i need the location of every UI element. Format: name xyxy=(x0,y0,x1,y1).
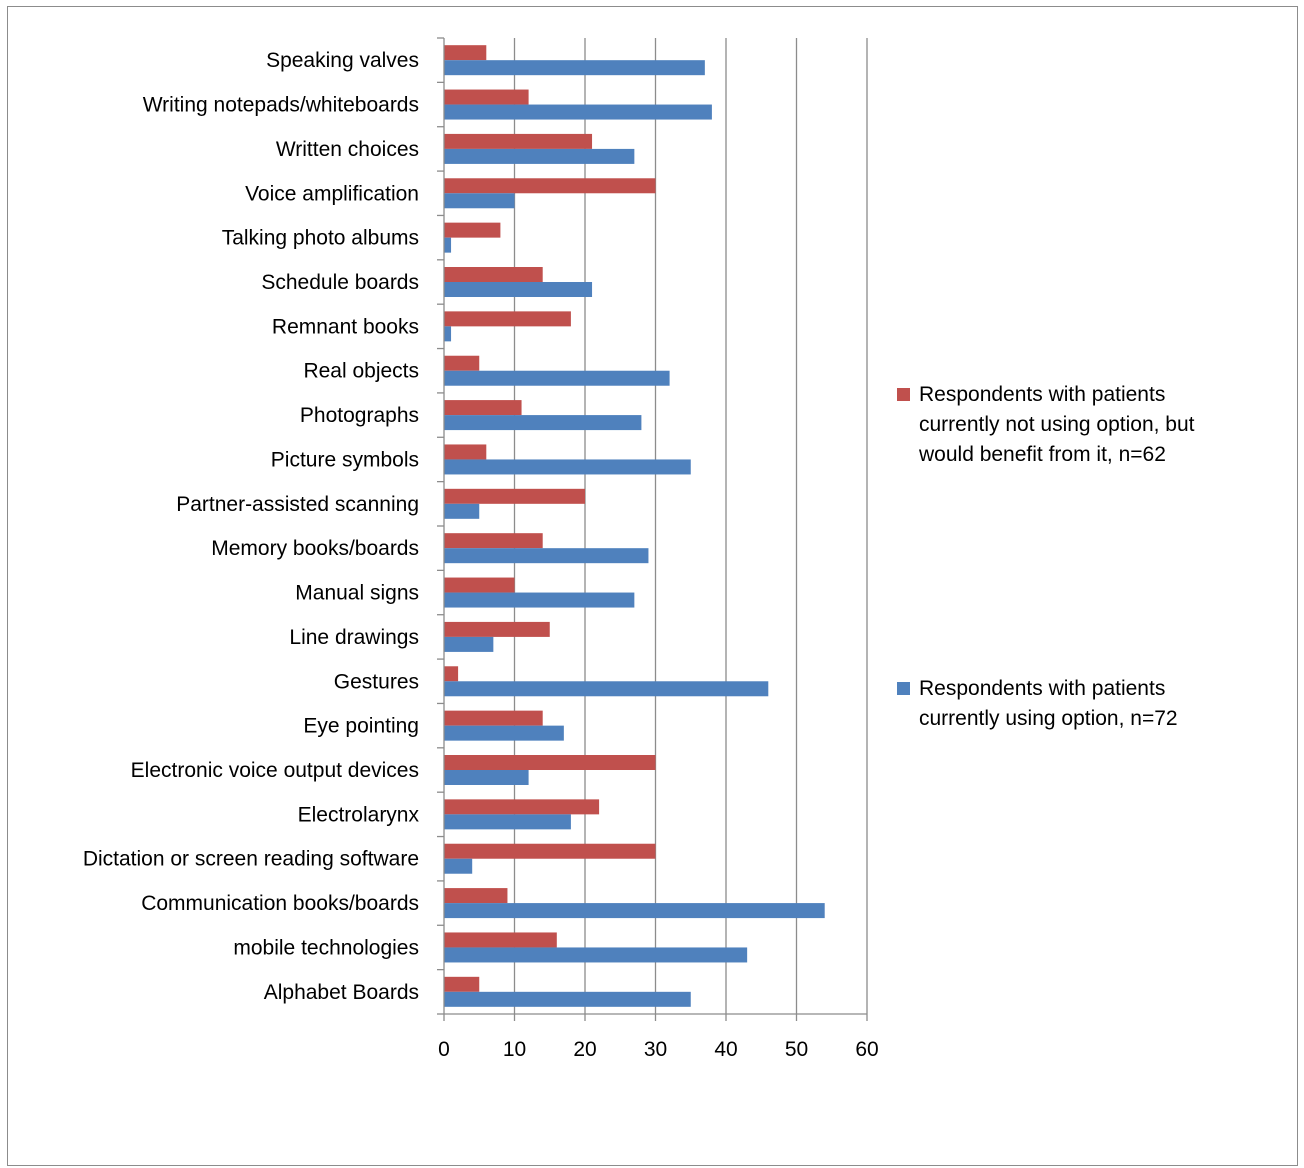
bar-electronic-voice-output-devices-using xyxy=(444,770,529,785)
category-label-remnant-books: Remnant books xyxy=(272,315,419,338)
x-tick-label-60: 60 xyxy=(855,1038,878,1061)
bar-photographs-not-using xyxy=(444,400,522,416)
chart-frame xyxy=(7,6,1298,1166)
bars xyxy=(444,45,825,1007)
bar-written-choices-not-using xyxy=(444,133,593,149)
bar-real-objects-not-using xyxy=(444,355,480,371)
bar-schedule-boards-not-using xyxy=(444,267,543,282)
axes xyxy=(437,37,868,1021)
category-label-speaking-valves: Speaking valves xyxy=(266,49,419,72)
bar-manual-signs-not-using xyxy=(444,577,515,593)
category-label-photographs: Photographs xyxy=(300,404,419,427)
bar-gestures-using xyxy=(444,681,769,697)
bar-manual-signs-using xyxy=(444,592,635,608)
x-tick-label-30: 30 xyxy=(644,1038,667,1061)
legend-label-using: Respondents with patients currently usin… xyxy=(919,677,1178,730)
bar-memory-books-boards-using xyxy=(444,548,649,564)
bar-speaking-valves-using xyxy=(444,60,705,76)
category-label-schedule-boards: Schedule boards xyxy=(261,271,419,294)
bar-talking-photo-albums-not-using xyxy=(444,222,501,238)
bar-voice-amplification-using xyxy=(444,193,515,209)
legend-item-using: Respondents with patients currently usin… xyxy=(897,674,1249,734)
bar-voice-amplification-not-using xyxy=(444,178,656,194)
category-label-dictation-or-screen-reading-software: Dictation or screen reading software xyxy=(83,848,419,871)
bar-eye-pointing-not-using xyxy=(444,710,543,726)
bar-remnant-books-not-using xyxy=(444,311,571,327)
bar-writing-notepads-whiteboards-not-using xyxy=(444,89,529,105)
bar-photographs-using xyxy=(444,415,642,431)
bar-partner-assisted-scanning-using xyxy=(444,503,480,519)
x-tick-label-20: 20 xyxy=(573,1038,596,1061)
x-tick-label-10: 10 xyxy=(503,1038,526,1061)
legend-label-not-using: Respondents with patients currently not … xyxy=(919,383,1195,466)
bar-line-drawings-using xyxy=(444,636,494,652)
bar-communication-books-boards-using xyxy=(444,903,825,919)
category-label-gestures: Gestures xyxy=(334,670,419,693)
bar-real-objects-using xyxy=(444,370,670,386)
bar-written-choices-using xyxy=(444,148,635,164)
category-label-line-drawings: Line drawings xyxy=(289,626,419,649)
x-tick-label-0: 0 xyxy=(438,1038,450,1061)
bar-dictation-or-screen-reading-software-not-using xyxy=(444,843,656,859)
bar-alphabet-boards-using xyxy=(444,991,691,1007)
x-tick-labels: 0 10 20 30 40 50 60 xyxy=(438,1038,879,1061)
category-label-alphabet-boards: Alphabet Boards xyxy=(264,981,419,1004)
bar-mobile-technologies-using xyxy=(444,947,748,963)
category-label-voice-amplification: Voice amplification xyxy=(245,182,419,205)
category-label-communication-books-boards: Communication books/boards xyxy=(141,892,419,915)
legend-swatch-using xyxy=(897,682,910,695)
bar-schedule-boards-using xyxy=(444,282,593,297)
x-tick-label-50: 50 xyxy=(785,1038,808,1061)
bar-remnant-books-using xyxy=(444,326,452,342)
legend-item-not-using: Respondents with patients currently not … xyxy=(897,380,1249,470)
category-label-manual-signs: Manual signs xyxy=(295,582,419,605)
x-tick-label-40: 40 xyxy=(714,1038,737,1061)
bar-mobile-technologies-not-using xyxy=(444,932,557,948)
bar-speaking-valves-not-using xyxy=(444,45,487,61)
category-label-picture-symbols: Picture symbols xyxy=(271,448,419,471)
category-label-writing-notepads-whiteboards: Writing notepads/whiteboards xyxy=(143,94,419,117)
category-label-real-objects: Real objects xyxy=(303,360,419,383)
category-label-written-choices: Written choices xyxy=(276,138,419,161)
bar-electrolarynx-not-using xyxy=(444,799,600,815)
bar-alphabet-boards-not-using xyxy=(444,976,480,992)
bar-talking-photo-albums-using xyxy=(444,237,452,253)
bar-eye-pointing-using xyxy=(444,725,564,741)
category-label-electrolarynx: Electrolarynx xyxy=(298,803,420,826)
category-label-memory-books-boards: Memory books/boards xyxy=(211,537,419,560)
bar-communication-books-boards-not-using xyxy=(444,888,508,904)
bar-electrolarynx-using xyxy=(444,814,571,830)
bar-gestures-not-using xyxy=(444,666,459,682)
bar-electronic-voice-output-devices-not-using xyxy=(444,755,656,770)
category-label-talking-photo-albums: Talking photo albums xyxy=(222,227,419,250)
category-label-mobile-technologies: mobile technologies xyxy=(233,936,419,959)
category-label-eye-pointing: Eye pointing xyxy=(303,715,419,738)
category-label-partner-assisted-scanning: Partner-assisted scanning xyxy=(176,493,419,516)
bar-line-drawings-not-using xyxy=(444,621,550,637)
category-labels: Speaking valves Writing notepads/whiteboa… xyxy=(83,49,420,1004)
bar-writing-notepads-whiteboards-using xyxy=(444,104,712,120)
bar-picture-symbols-not-using xyxy=(444,444,487,460)
bar-partner-assisted-scanning-not-using xyxy=(444,488,585,504)
category-label-electronic-voice-output-devices: Electronic voice output devices xyxy=(131,759,419,782)
bar-dictation-or-screen-reading-software-using xyxy=(444,858,473,874)
legend-swatch-not-using xyxy=(897,388,910,401)
bar-memory-books-boards-not-using xyxy=(444,533,543,549)
bar-picture-symbols-using xyxy=(444,459,691,475)
